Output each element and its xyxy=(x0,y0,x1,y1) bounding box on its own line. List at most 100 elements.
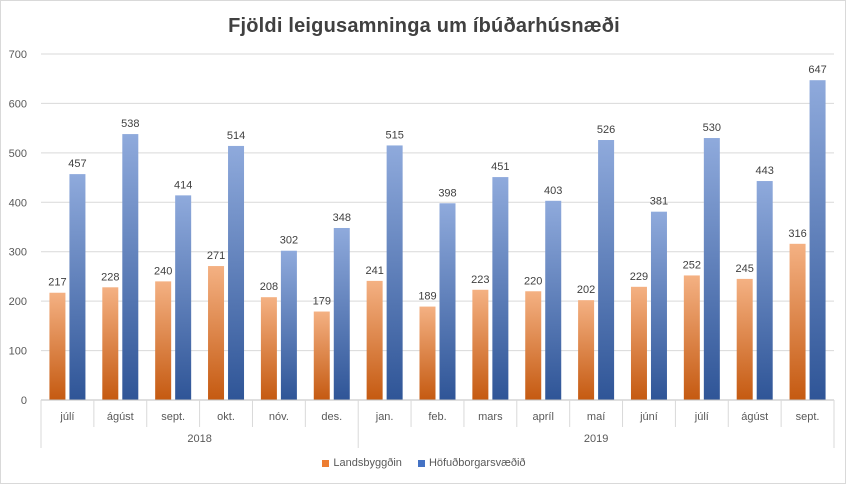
y-axis: 0 100 200 300 400 500 600 700 xyxy=(9,49,27,407)
x-tick-label: júní xyxy=(639,411,658,423)
x-axis: júlí ágúst sept. okt. nóv. des. jan. feb. mars ap… xyxy=(40,399,835,448)
x-tick-label: des. xyxy=(321,411,342,423)
data-label: 538 xyxy=(121,118,139,130)
bar-hofudborgarsvaedid xyxy=(386,145,403,400)
bar-landsbyggdin xyxy=(472,289,489,400)
data-label: 348 xyxy=(333,212,351,224)
bar-hofudborgarsvaedid xyxy=(598,140,615,400)
bar-hofudborgarsvaedid xyxy=(756,181,773,400)
bar-hofudborgarsvaedid xyxy=(650,211,667,400)
data-label: 202 xyxy=(577,284,595,296)
data-labels: 217 457 228 538 240 414 271 514 208 302 179 348 241 5… xyxy=(48,64,826,307)
data-label: 526 xyxy=(597,124,615,136)
x-tick-label: apríl xyxy=(533,411,554,423)
x-tick-label: ágúst xyxy=(107,411,134,423)
data-label: 189 xyxy=(418,291,436,303)
group-label: 2019 xyxy=(584,433,608,445)
y-tick-label: 600 xyxy=(9,98,27,110)
bar-landsbyggdin xyxy=(525,291,542,400)
bar-hofudborgarsvaedid xyxy=(492,177,509,400)
bar-hofudborgarsvaedid xyxy=(122,134,139,400)
y-tick-label: 300 xyxy=(9,247,27,259)
legend-swatch-blue xyxy=(417,459,425,467)
y-tick-label: 400 xyxy=(9,197,27,209)
data-label: 414 xyxy=(174,179,192,191)
x-tick-label: okt. xyxy=(217,411,235,423)
x-tick-label: maí xyxy=(587,411,605,423)
data-label: 530 xyxy=(703,122,721,134)
group-label: 2018 xyxy=(187,433,211,445)
bar-hofudborgarsvaedid xyxy=(280,250,297,400)
chart-title: Fjöldi leigusamninga um íbúðarhúsnæði xyxy=(228,15,620,37)
bar-landsbyggdin xyxy=(578,300,595,400)
bar-landsbyggdin xyxy=(49,292,66,400)
data-label: 316 xyxy=(788,228,806,240)
bar-landsbyggdin xyxy=(260,297,277,400)
bar-landsbyggdin xyxy=(683,275,700,400)
legend-swatch-orange xyxy=(322,459,330,467)
bar-landsbyggdin xyxy=(419,306,436,400)
data-label: 403 xyxy=(544,185,562,197)
y-tick-label: 100 xyxy=(9,346,27,358)
x-tick-label: sept. xyxy=(161,411,185,423)
data-label: 457 xyxy=(68,158,86,170)
bar-landsbyggdin xyxy=(208,266,225,400)
bar-hofudborgarsvaedid xyxy=(69,174,86,400)
bar-hofudborgarsvaedid xyxy=(439,203,456,400)
bar-hofudborgarsvaedid xyxy=(333,227,350,400)
x-tick-label: júlí xyxy=(694,411,709,423)
legend-label: Höfuðborgarsvæðið xyxy=(428,457,526,469)
bar-landsbyggdin xyxy=(366,280,383,400)
x-tick-label: ágúst xyxy=(741,411,768,423)
bar-hofudborgarsvaedid xyxy=(228,145,245,400)
data-label: 302 xyxy=(280,235,298,247)
x-tick-label: nóv. xyxy=(269,411,289,423)
bars xyxy=(49,80,826,400)
x-tick-label: jan. xyxy=(375,411,394,423)
data-label: 398 xyxy=(438,187,456,199)
data-label: 515 xyxy=(385,129,403,141)
legend-label: Landsbyggðin xyxy=(333,457,402,469)
bar-landsbyggdin xyxy=(313,311,330,400)
x-tick-label: feb. xyxy=(428,411,446,423)
data-label: 240 xyxy=(154,265,172,277)
data-label: 252 xyxy=(683,259,701,271)
data-label: 220 xyxy=(524,275,542,287)
data-label: 271 xyxy=(207,250,225,262)
data-label: 245 xyxy=(736,263,754,275)
data-label: 514 xyxy=(227,130,245,142)
bar-landsbyggdin xyxy=(789,243,806,400)
data-label: 647 xyxy=(808,64,826,76)
x-tick-label: júlí xyxy=(59,411,74,423)
x-tick-label: sept. xyxy=(796,411,820,423)
data-label: 451 xyxy=(491,161,509,173)
data-label: 223 xyxy=(471,274,489,286)
data-label: 208 xyxy=(260,281,278,293)
data-label: 228 xyxy=(101,271,119,283)
bar-hofudborgarsvaedid xyxy=(703,138,720,400)
x-tick-label: mars xyxy=(478,411,503,423)
data-label: 241 xyxy=(365,265,383,277)
bar-landsbyggdin xyxy=(736,278,753,400)
legend-item-landsbyggdin: Landsbyggðin xyxy=(322,457,402,469)
bar-hofudborgarsvaedid xyxy=(545,200,562,400)
data-label: 381 xyxy=(650,196,668,208)
y-tick-label: 200 xyxy=(9,296,27,308)
bar-hofudborgarsvaedid xyxy=(175,195,192,400)
bar-landsbyggdin xyxy=(102,287,119,400)
bar-hofudborgarsvaedid xyxy=(809,80,826,400)
y-tick-label: 500 xyxy=(9,148,27,160)
data-label: 217 xyxy=(48,277,66,289)
bar-landsbyggdin xyxy=(630,286,647,400)
data-label: 443 xyxy=(756,165,774,177)
legend-item-hofudborgarsvaedid: Höfuðborgarsvæðið xyxy=(417,457,526,469)
y-tick-label: 700 xyxy=(9,49,27,61)
data-label: 179 xyxy=(313,296,331,308)
gridlines xyxy=(41,53,834,352)
legend: Landsbyggðin Höfuðborgarsvæðið xyxy=(1,457,846,469)
bar-landsbyggdin xyxy=(155,281,172,400)
y-tick-label: 0 xyxy=(21,395,27,407)
data-label: 229 xyxy=(630,271,648,283)
